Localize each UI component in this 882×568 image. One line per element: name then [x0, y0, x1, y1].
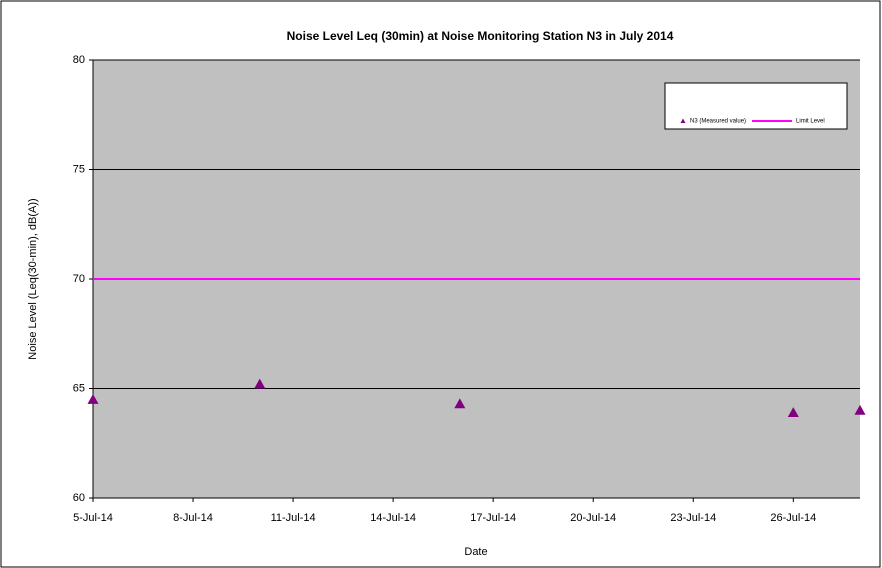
- legend-swatch: [680, 118, 686, 123]
- x-tick-label: 11-Jul-14: [271, 512, 316, 524]
- data-point: [787, 407, 799, 417]
- data-point: [454, 398, 466, 409]
- data-point: [254, 378, 266, 389]
- data-point: [854, 404, 866, 415]
- x-tick-label: 20-Jul-14: [570, 512, 616, 524]
- x-tick-label: 14-Jul-14: [370, 512, 416, 524]
- y-tick-label: 60: [73, 492, 85, 504]
- legend: N3 (Measured value) Limit Level: [664, 82, 848, 130]
- y-tick-label: 75: [73, 163, 85, 175]
- x-tick-label: 26-Jul-14: [770, 512, 816, 524]
- data-point: [87, 393, 99, 404]
- x-tick-label: 23-Jul-14: [670, 512, 716, 524]
- y-tick-label: 65: [73, 382, 85, 394]
- y-tick-label: 70: [73, 273, 85, 285]
- x-tick-label: 17-Jul-14: [470, 512, 516, 524]
- x-axis-label: Date: [464, 546, 487, 558]
- legend-label: Limit Level: [796, 119, 825, 125]
- chart-title: Noise Level Leq (30min) at Noise Monitor…: [287, 29, 674, 43]
- y-axis-label: Noise Level (Leq(30-min), dB(A)): [27, 198, 39, 359]
- legend-label: N3 (Measured value): [690, 119, 746, 125]
- x-tick-label: 5-Jul-14: [73, 512, 113, 524]
- x-tick-label: 8-Jul-14: [173, 512, 213, 524]
- y-tick-label: 80: [73, 54, 85, 66]
